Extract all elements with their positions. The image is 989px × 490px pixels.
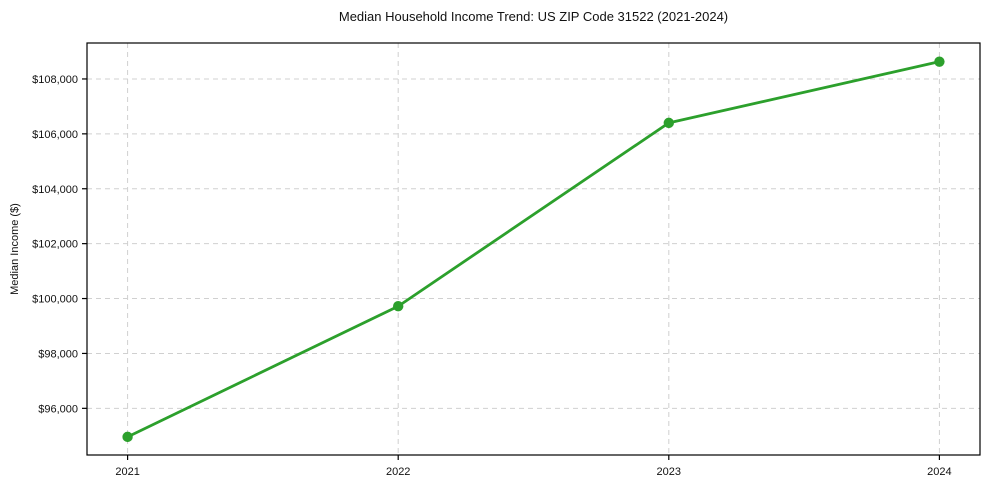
- x-tick-label: 2023: [657, 466, 681, 478]
- y-tick-label: $98,000: [38, 348, 78, 360]
- x-tick-label: 2022: [386, 466, 410, 478]
- data-point-2023: [663, 117, 675, 129]
- chart-title: Median Household Income Trend: US ZIP Co…: [338, 9, 729, 24]
- y-tick-label: $106,000: [32, 129, 78, 141]
- data-point-2021: [122, 431, 133, 443]
- data-point-2024: [934, 56, 945, 67]
- plot-border: [86, 42, 981, 456]
- y-tick-label: $104,000: [32, 184, 78, 196]
- y-tick-label: $108,000: [32, 74, 78, 86]
- trend-line: [126, 60, 941, 439]
- y-tick-label: $96,000: [38, 403, 78, 415]
- x-tick-label: 2021: [115, 466, 139, 478]
- x-tick-label: 2024: [927, 466, 951, 478]
- y-tick-label: $102,000: [32, 239, 78, 251]
- y-tick-label: $100,000: [32, 294, 78, 306]
- data-point-2022: [392, 301, 404, 312]
